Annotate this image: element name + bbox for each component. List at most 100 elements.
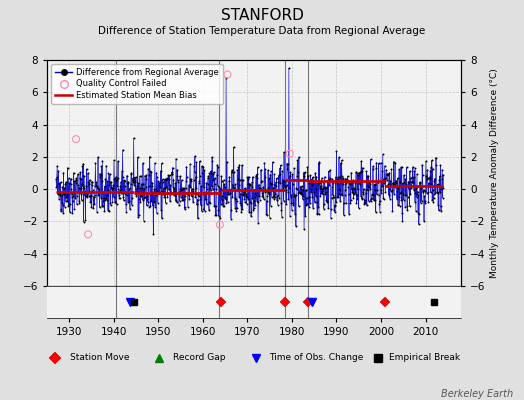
Point xyxy=(217,200,225,207)
Point xyxy=(81,217,90,224)
Point xyxy=(335,174,344,180)
Point xyxy=(143,196,151,202)
Point xyxy=(417,200,425,206)
Point xyxy=(161,184,169,191)
Point xyxy=(200,167,209,173)
Point xyxy=(196,202,205,208)
Point xyxy=(116,187,124,193)
Point xyxy=(234,186,242,193)
Point xyxy=(219,202,227,209)
Point xyxy=(305,193,313,200)
Point xyxy=(265,214,274,221)
Point xyxy=(63,192,71,198)
Point xyxy=(438,166,446,173)
Point xyxy=(202,180,211,186)
Point xyxy=(334,174,342,180)
Point xyxy=(377,160,385,166)
Point xyxy=(432,182,441,188)
Point xyxy=(249,187,258,193)
Point xyxy=(386,178,395,184)
Point xyxy=(432,162,441,168)
Point xyxy=(437,208,445,214)
Point xyxy=(380,176,388,182)
Point xyxy=(148,179,157,186)
Point xyxy=(172,198,181,205)
Point xyxy=(362,187,370,193)
Point xyxy=(68,194,76,200)
Point xyxy=(304,180,313,186)
Point xyxy=(155,180,163,186)
Point xyxy=(121,178,129,184)
Point xyxy=(95,190,103,196)
Point xyxy=(150,186,158,192)
Point xyxy=(344,184,353,190)
Point xyxy=(286,173,294,179)
Point xyxy=(125,186,134,192)
Point xyxy=(384,172,392,178)
Point xyxy=(295,189,303,196)
Point xyxy=(202,189,210,196)
Point xyxy=(259,196,268,202)
Point xyxy=(274,192,282,199)
Point xyxy=(210,202,219,209)
Point xyxy=(114,175,122,181)
Point xyxy=(178,197,187,204)
Point xyxy=(245,209,253,215)
Point xyxy=(54,180,63,186)
Point xyxy=(407,185,415,191)
Point xyxy=(296,188,304,195)
Point xyxy=(130,174,138,181)
Point xyxy=(101,183,109,190)
Point xyxy=(142,172,150,178)
Point xyxy=(124,199,132,206)
Point xyxy=(119,197,128,204)
Point xyxy=(189,188,197,194)
Point xyxy=(400,179,409,186)
Point xyxy=(74,184,83,191)
Point xyxy=(341,176,350,182)
Point xyxy=(181,204,189,210)
Point xyxy=(245,180,254,187)
Point xyxy=(434,202,442,208)
Point xyxy=(272,175,281,182)
Point xyxy=(59,170,68,176)
Point xyxy=(90,194,98,200)
Point xyxy=(399,196,408,203)
Point xyxy=(380,180,388,186)
Point xyxy=(271,179,280,186)
Point xyxy=(255,182,263,188)
Point xyxy=(221,195,229,201)
Point xyxy=(414,210,422,216)
Point xyxy=(278,177,287,184)
Point xyxy=(363,202,371,208)
Point xyxy=(339,174,347,181)
Point xyxy=(137,172,145,179)
Point xyxy=(204,199,213,206)
Point xyxy=(272,183,280,190)
Point xyxy=(104,186,112,193)
Point xyxy=(163,176,171,182)
Point xyxy=(358,164,367,171)
Text: Time of Obs. Change: Time of Obs. Change xyxy=(269,354,363,362)
Point xyxy=(370,181,378,188)
Point xyxy=(431,190,439,196)
Point xyxy=(221,194,229,200)
Point xyxy=(134,180,143,186)
Point xyxy=(267,168,275,174)
Point xyxy=(52,176,60,182)
Point xyxy=(412,184,420,191)
Point xyxy=(222,200,231,206)
Point xyxy=(292,223,300,230)
Point xyxy=(336,160,345,166)
Point xyxy=(220,177,228,183)
Point xyxy=(410,168,419,174)
Point xyxy=(209,170,217,177)
Point xyxy=(391,184,400,190)
Point xyxy=(277,162,285,168)
Point xyxy=(113,182,122,189)
Point xyxy=(347,186,356,193)
Point xyxy=(128,202,136,208)
Point xyxy=(391,160,399,167)
Point xyxy=(323,198,332,204)
Point xyxy=(375,192,383,198)
